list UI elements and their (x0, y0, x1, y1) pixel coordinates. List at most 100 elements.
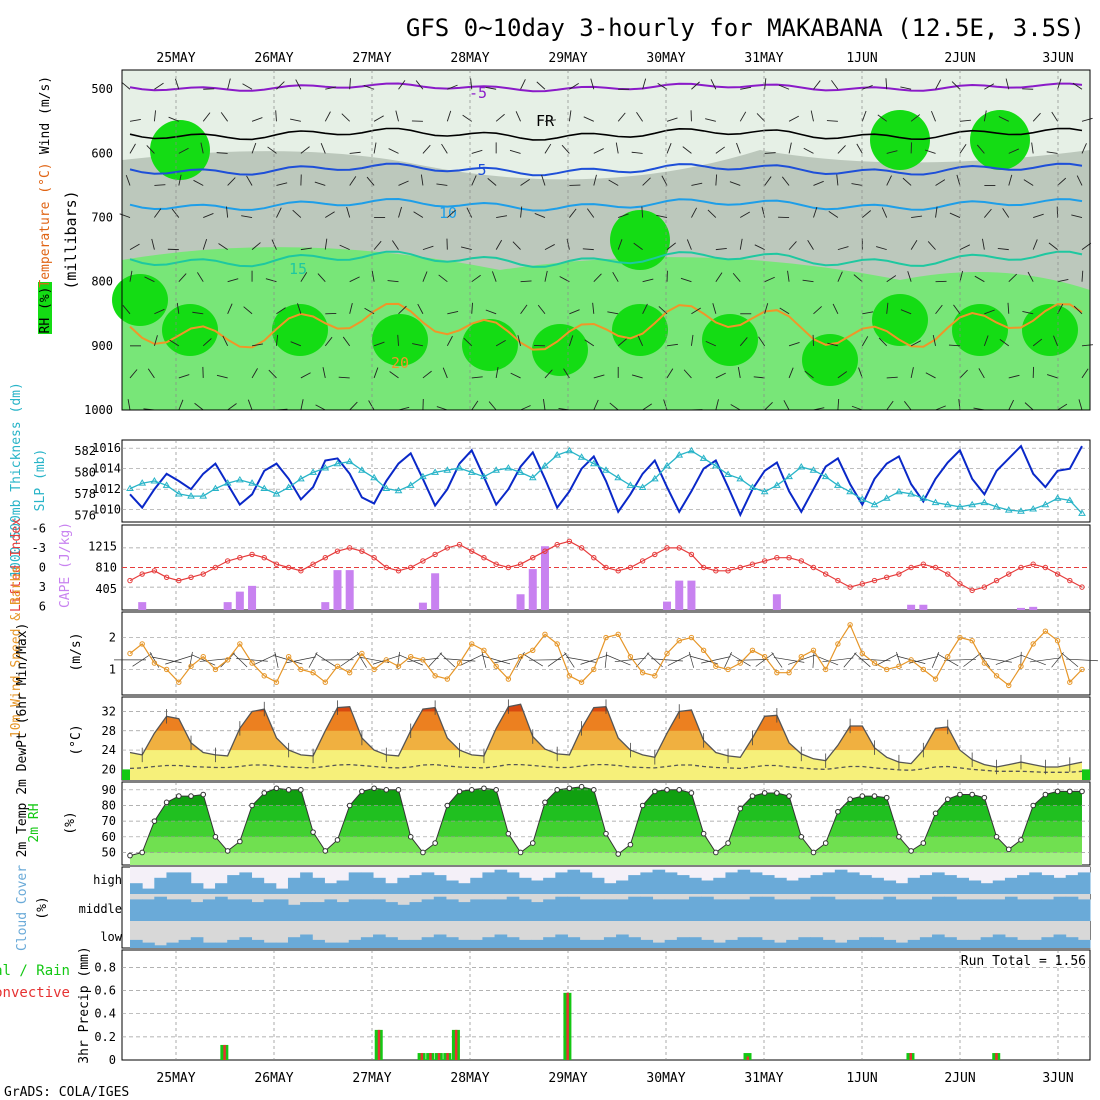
rh-point (981, 794, 988, 801)
wind-barb (862, 210, 872, 218)
rh-point (127, 852, 133, 859)
lifted-index-point (273, 561, 280, 567)
cloud-cover-bar (202, 942, 216, 948)
cloud-cover-bar (373, 899, 386, 921)
cloud-cover-bar (373, 877, 386, 894)
wind-barb (783, 400, 790, 411)
rh-point (590, 787, 597, 793)
wind-barb (715, 174, 718, 186)
cloud-cover-bar (239, 899, 253, 921)
rh-saturated-cell (532, 324, 588, 376)
date-label-top: 3JUN (1042, 51, 1073, 66)
thickness-point (162, 481, 171, 488)
lifted-index-point (493, 561, 499, 567)
wind-barb (712, 303, 717, 314)
cloud-cover-bar (640, 872, 654, 894)
thickness-point (907, 489, 916, 497)
wind-barb (854, 652, 871, 668)
wind-barb (730, 404, 741, 411)
thickness-point (187, 492, 195, 499)
cloud-cover-bar (360, 872, 374, 894)
wind-barb (569, 208, 577, 218)
wind-barb (910, 340, 922, 347)
wind-barb (997, 248, 1009, 251)
thickness-point (248, 479, 256, 486)
lifted-index-point (639, 558, 646, 564)
wind-speed-point (1018, 663, 1024, 669)
thickness-point (1017, 507, 1025, 514)
cloud-cover-bar (531, 880, 544, 894)
lifted-index-point (700, 564, 707, 571)
wind-barb (691, 182, 703, 186)
lifted-index-point (737, 564, 743, 571)
wind-barb (959, 244, 971, 251)
wind-barb (690, 334, 694, 346)
cloud-cover-bar (1041, 875, 1055, 894)
cloud-cover-bar (275, 942, 289, 948)
cloud-cover-bar (640, 896, 654, 921)
cloud-cover-bar (543, 877, 556, 894)
rh-legend-label: RH (%) (38, 287, 53, 334)
wind-speed-point (395, 663, 402, 669)
cloud-cover-bar (859, 937, 872, 948)
wind-barb (615, 142, 619, 154)
thickness-point (858, 495, 867, 502)
wind-barb (373, 341, 385, 347)
wind-barb (398, 654, 423, 666)
wind-barb (520, 206, 523, 218)
wind-units-label: (m/s) (69, 632, 84, 671)
wind-barb (171, 208, 180, 218)
thickness-point (846, 487, 854, 495)
precip-tick: 0 (109, 1053, 116, 1067)
wind-barb (804, 370, 814, 379)
wind-tick: 1 (109, 662, 116, 676)
wind-speed-point (603, 634, 609, 641)
cape-bar (687, 580, 696, 610)
cloud-cover-bar (1029, 899, 1042, 921)
wind-barb (537, 304, 546, 315)
wind-speed-point (212, 666, 219, 673)
lifted-index-point (603, 564, 609, 571)
wind-barb (471, 376, 483, 379)
cloud-cover-bar (895, 899, 909, 921)
cloud-cover-bar (786, 880, 799, 894)
wind-barb (308, 651, 318, 668)
wind-barb (324, 336, 333, 347)
wind-barb (631, 151, 643, 154)
cloud-cover-bar (810, 875, 824, 894)
cape-bar (919, 604, 928, 610)
wind-barb (683, 369, 692, 379)
lifted-index-point (310, 561, 316, 567)
wind-barb (373, 115, 384, 122)
wind-barb (1007, 302, 1010, 314)
lifted-index-point (761, 558, 768, 564)
cloud-cover-bar (324, 883, 338, 894)
wind-barb (268, 369, 277, 379)
wind-barb (787, 270, 790, 282)
lifted-index-point (1018, 564, 1024, 571)
rh-point (969, 791, 975, 798)
thickness-point (272, 489, 281, 497)
lifted-index-point (1054, 571, 1061, 577)
wind-barb (300, 372, 311, 379)
cloud-cover-bar (1077, 939, 1091, 948)
wind-barb (1081, 344, 1093, 347)
cape-bar (333, 570, 342, 610)
cloud-cover-bar (822, 939, 836, 948)
wind-speed-point (493, 663, 499, 669)
wind-speed-point (530, 647, 536, 654)
cloud-cover-bar (652, 869, 666, 894)
wind-barb (176, 302, 180, 314)
footer-credit: GrADS: COLA/IGES (4, 1085, 129, 1100)
cloud-cover-bar (591, 877, 605, 894)
wind-barb (1081, 143, 1087, 154)
wind-barb (356, 652, 367, 668)
wind-barb (547, 653, 567, 667)
precip-axis-label: 3hr Precip (mm) (77, 946, 92, 1063)
precip-convective-bar (909, 1053, 912, 1060)
cloud-cover-bar (664, 939, 678, 948)
thickness-point (577, 453, 586, 460)
rh-point (224, 848, 231, 854)
wind-barb (397, 334, 399, 346)
panel1-frame (121, 69, 1091, 411)
